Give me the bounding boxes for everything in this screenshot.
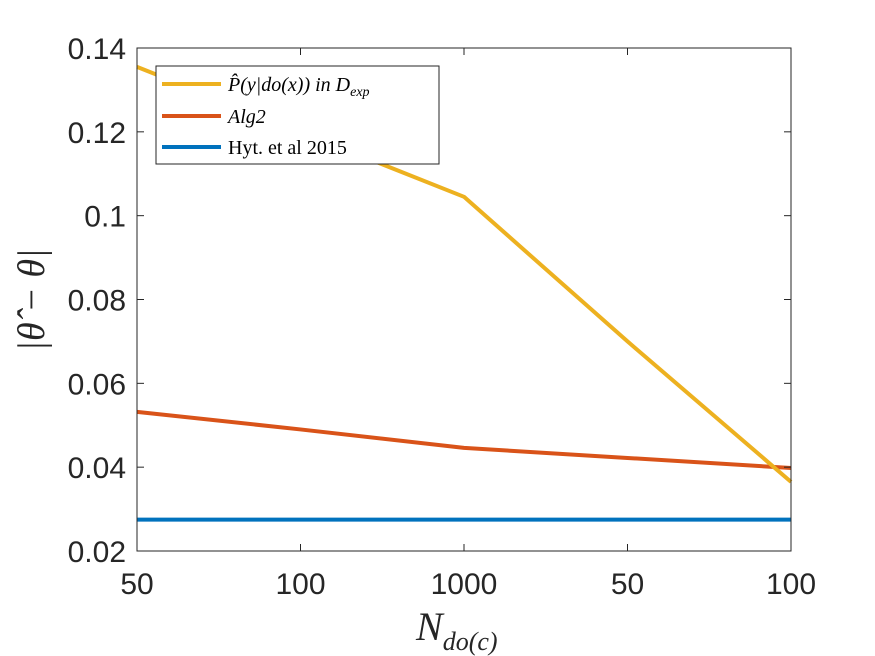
x-tick-label: 50 — [611, 568, 644, 601]
legend-label-series-1-sub: exp — [350, 85, 369, 100]
axes-layer: 50 100 1000 50 100 0.02 0.04 0.06 0.08 0.1 0.12 0.1… — [68, 33, 816, 601]
y-tick-label: 0.14 — [68, 33, 126, 66]
x-tick-label: 100 — [766, 568, 816, 601]
y-axis-title: |θ̂ − θ| — [11, 249, 53, 352]
y-tick-label: 0.12 — [68, 117, 126, 150]
x-axis-title-main: N — [415, 604, 445, 649]
legend-label-series-1-main: P̂(y|do(x)) in D — [227, 73, 351, 96]
x-tick-label: 100 — [275, 568, 325, 601]
y-tick-label: 0.06 — [68, 368, 126, 401]
y-tick-label: 0.04 — [68, 452, 126, 485]
legend-label-series-1: P̂(y|do(x)) in Dexp — [227, 73, 370, 100]
x-tick-label: 50 — [120, 568, 153, 601]
legend: P̂(y|do(x)) in Dexp Alg2 Hyt. et al 2015 — [155, 65, 440, 165]
x-axis-title: Ndo(c) — [415, 604, 498, 656]
x-tick-label: 1000 — [431, 568, 498, 601]
series-line-2 — [136, 409, 792, 471]
x-axis-title-sub: do(c) — [443, 627, 498, 656]
y-tick-label: 0.1 — [84, 201, 126, 234]
y-tick-label: 0.08 — [68, 285, 126, 318]
y-tick-label: 0.02 — [68, 536, 126, 569]
legend-label-series-3: Hyt. et al 2015 — [228, 137, 347, 159]
legend-label-series-2: Alg2 — [226, 106, 266, 128]
